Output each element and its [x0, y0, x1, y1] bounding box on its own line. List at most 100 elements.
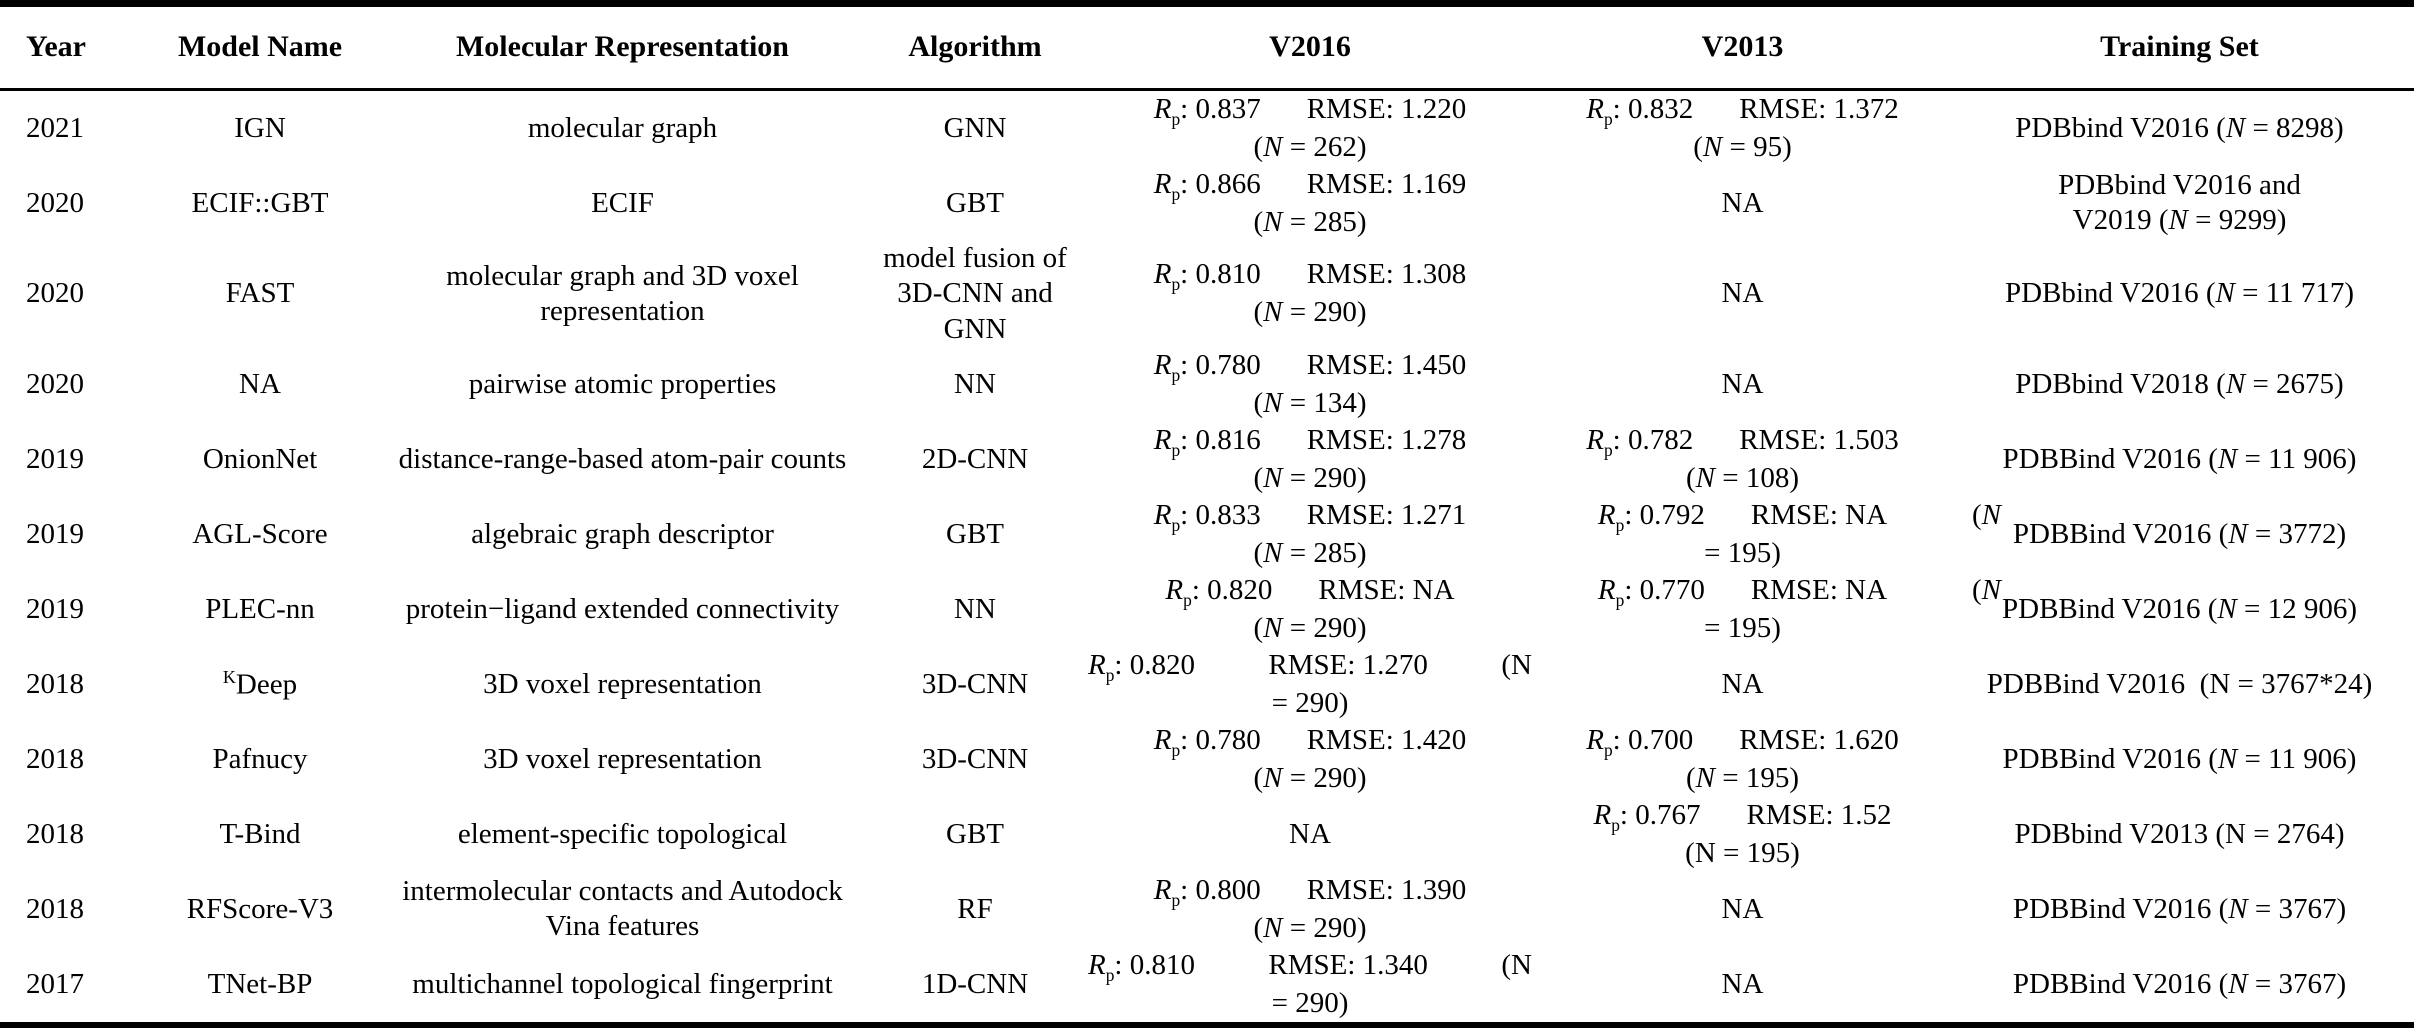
metric-line-1: Rp: 0.866 RMSE: 1.169 [1080, 167, 1540, 205]
rp-value: Rp: 0.782 [1586, 423, 1694, 460]
n-symbol: N [2228, 892, 2248, 925]
cell-v2016: Rp: 0.866 RMSE: 1.169 (N = 285) [1080, 167, 1540, 240]
rp-value: Rp: 0.866 [1153, 167, 1261, 204]
metric-line-1: Rp: 0.800 RMSE: 1.390 [1080, 873, 1540, 911]
n-symbol: N [2228, 967, 2248, 1000]
cell-algorithm: model fusion of 3D-CNN and GNN [883, 241, 1067, 345]
r-symbol: R [1153, 92, 1172, 125]
r-symbol: R [1153, 258, 1172, 291]
p-subscript: p [1171, 889, 1181, 910]
cell-algorithm: GBT [946, 517, 1004, 550]
cell-v2016: Rp: 0.780 RMSE: 1.420 (N = 290) [1080, 723, 1540, 796]
rp-value: Rp: 0.820 [1165, 573, 1273, 610]
n-symbol: N [2225, 111, 2246, 144]
table-row: 2021 IGN molecular graph GNN Rp: 0.837 RMSE: … [0, 91, 2414, 166]
cell-model-name: T-Bind [219, 817, 301, 850]
cell-v2016: Rp: 0.810 RMSE: 1.340 (N = 290) [1080, 948, 1540, 1021]
n-symbol: N [1263, 911, 1283, 944]
cell-year: 2018 [26, 817, 84, 850]
cell-model-name: Pafnucy [212, 742, 308, 775]
cell-year: 2020 [26, 186, 84, 219]
n-count: (N = 95) [1693, 130, 1792, 163]
metric-line-1: Rp: 0.780 RMSE: 1.420 [1080, 723, 1540, 761]
cell-v2016: Rp: 0.816 RMSE: 1.278 (N = 290) [1080, 423, 1540, 496]
p-subscript: p [1171, 183, 1181, 204]
cell-training-set: PDBBind V2016 (N = 12 906) [2002, 592, 2357, 625]
n-count: (N = 290) [1253, 296, 1367, 329]
p-subscript: p [1615, 589, 1625, 610]
rmse-value: RMSE: 1.620 [1739, 723, 1899, 756]
cell-training-set: PDBBind V2016 (N = 3772) [2012, 517, 2347, 550]
n-symbol: N [2225, 367, 2246, 400]
cell-algorithm: 1D-CNN [921, 967, 1029, 1000]
cell-algorithm: 3D-CNN [921, 742, 1029, 775]
n-count: (N = 195) [1685, 761, 1800, 794]
table-row: 2019 PLEC-nn protein−ligand extended conne… [0, 572, 2414, 647]
cell-molecular-representation: pairwise atomic properties [468, 367, 777, 400]
p-subscript: p [1171, 514, 1181, 535]
p-subscript: p [1171, 439, 1181, 460]
n-count: = 195) [1704, 611, 1781, 644]
n-symbol: N [1263, 130, 1283, 163]
metric-line-1: Rp: 0.837 RMSE: 1.220 [1080, 92, 1540, 130]
rmse-value: RMSE: 1.390 [1306, 873, 1467, 906]
n-count: (N = 285) [1253, 205, 1367, 238]
cell-algorithm: NN [954, 592, 996, 625]
n-count: (N = 195) [1685, 836, 1800, 869]
column-header-model-name: Model Name [177, 30, 343, 64]
n-open-paren: (N [1501, 648, 1532, 681]
cell-model-name: KDeep [222, 666, 298, 701]
cell-v2013: Rp: 0.700 RMSE: 1.620 (N = 195) [1540, 723, 1945, 796]
cell-v2013: NA [1721, 277, 1764, 310]
column-header-molecular-representation: Molecular Representation [455, 30, 789, 64]
p-subscript: p [1105, 964, 1115, 985]
rmse-value: RMSE: 1.169 [1306, 167, 1467, 200]
cell-algorithm: GNN [943, 111, 1007, 144]
cell-molecular-representation: molecular graph and 3D voxel representat… [446, 259, 799, 328]
p-subscript: p [1171, 274, 1181, 295]
rp-value: Rp: 0.832 [1586, 92, 1694, 129]
cell-v2016: Rp: 0.833 RMSE: 1.271 (N = 285) [1080, 498, 1540, 571]
cell-model-name: ECIF::GBT [191, 186, 329, 219]
rp-value: Rp: 0.816 [1153, 423, 1261, 460]
n-symbol: N [1695, 461, 1715, 494]
p-subscript: p [1183, 589, 1192, 610]
cell-model-name: PLEC-nn [205, 592, 315, 625]
cell-v2013: NA [1721, 367, 1764, 400]
cell-training-set: PDBbind V2016 and V2019 (N = 9299) [2058, 169, 2301, 237]
cell-model-name: AGL-Score [192, 517, 328, 550]
n-open-paren: (N [1971, 498, 2001, 531]
p-subscript: p [1171, 364, 1181, 385]
metric-line-1: Rp: 0.792 RMSE: NA (N [1540, 498, 2001, 536]
cell-v2013: NA [1721, 186, 1764, 219]
cell-v2016: Rp: 0.800 RMSE: 1.390 (N = 290) [1080, 873, 1540, 946]
table-row: 2019 OnionNet distance-range-based atom-pa… [0, 422, 2414, 497]
n-symbol: N [1695, 761, 1715, 794]
r-symbol: R [1153, 423, 1172, 456]
r-symbol: R [1586, 92, 1604, 125]
cell-v2013: Rp: 0.767 RMSE: 1.52 (N = 195) [1540, 798, 1945, 871]
p-subscript: p [1603, 739, 1613, 760]
cell-molecular-representation: algebraic graph descriptor [471, 517, 774, 550]
n-count: (N = 285) [1253, 536, 1367, 569]
cell-v2013: Rp: 0.770 RMSE: NA (N = 195) [1540, 573, 2001, 646]
table-row: 2018 Pafnucy 3D voxel representation 3D-CNN… [0, 722, 2414, 797]
table-row: 2020 NA pairwise atomic properties NN Rp: 0.… [0, 347, 2414, 422]
r-symbol: R [1088, 648, 1106, 681]
cell-molecular-representation: protein−ligand extended connectivity [405, 592, 840, 625]
r-symbol: R [1153, 873, 1172, 906]
r-symbol: R [1593, 798, 1612, 831]
cell-molecular-representation: element-specific topological [457, 817, 788, 850]
table-row: 2018 KDeep 3D voxel representation 3D-CNN Rp… [0, 647, 2414, 722]
rmse-value: RMSE: 1.271 [1306, 498, 1467, 531]
column-header-algorithm: Algorithm [908, 30, 1042, 64]
cell-training-set: PDBBind V2016 (N = 3767) [2012, 967, 2347, 1000]
metric-line-1: Rp: 0.810 RMSE: 1.340 (N [1080, 948, 1540, 986]
rp-value: Rp: 0.780 [1153, 723, 1261, 760]
cell-training-set: PDBBind V2016 (N = 3767) [2012, 892, 2347, 925]
n-count: (N = 290) [1253, 911, 1367, 944]
table-header-row: Year Model Name Molecular Representation Al… [0, 7, 2414, 91]
cell-year: 2019 [26, 592, 84, 625]
